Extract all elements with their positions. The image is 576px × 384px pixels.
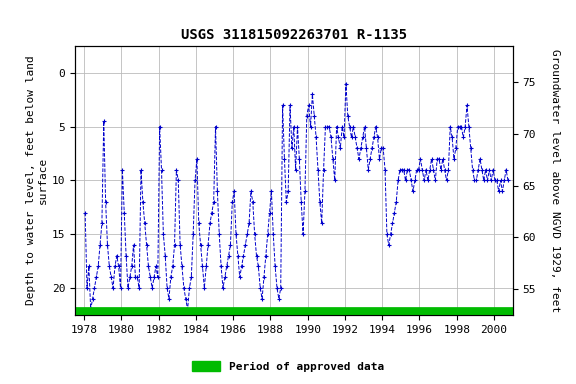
Title: USGS 311815092263701 R-1135: USGS 311815092263701 R-1135 [181, 28, 407, 42]
Y-axis label: Groundwater level above NGVD 1929, feet: Groundwater level above NGVD 1929, feet [550, 49, 560, 312]
Legend: Period of approved data: Period of approved data [188, 357, 388, 377]
Y-axis label: Depth to water level, feet below land
surface: Depth to water level, feet below land su… [26, 56, 47, 305]
